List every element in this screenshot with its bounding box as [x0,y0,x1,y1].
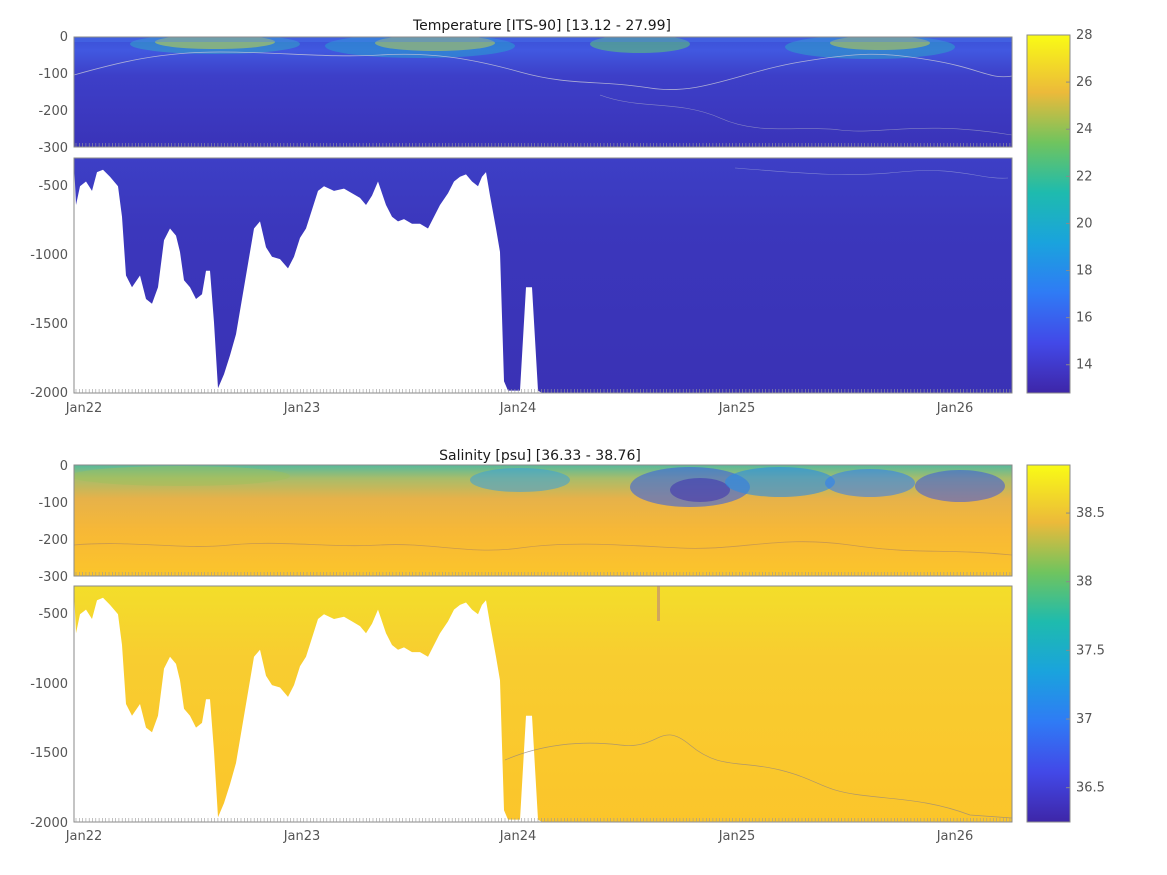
temperature-colorbar-ticks: 14 16 18 20 22 24 26 28 [1066,28,1093,373]
salinity-colorbar-frame [1026,464,1071,823]
salinity-ytick-1500: -1500 [30,746,68,761]
salinity-colorbar [1027,465,1070,822]
temperature-xtick-jan26: Jan26 [936,401,974,416]
salinity-ytick-300: -300 [38,570,68,585]
temperature-colorbar-tick-label: 16 [1076,311,1093,326]
salinity-xtick-jan26: Jan26 [936,829,974,844]
temperature-ytick-1500: -1500 [30,317,68,332]
salinity-upper-axes [73,464,1013,577]
temperature-colorbar-frame [1026,34,1071,394]
temperature-colorbar-tick-label: 14 [1076,358,1093,373]
salinity-colorbar-tick-label: 36.5 [1076,781,1105,796]
salinity-xtick-jan24: Jan24 [499,829,537,844]
temperature-upper-axes [73,36,1013,148]
salinity-colorbar-tick-label: 37.5 [1076,643,1105,658]
temperature-xtick-jan22: Jan22 [65,401,103,416]
temperature-ytick-100: -100 [38,67,68,82]
temperature-ytick-500: -500 [38,179,68,194]
salinity-xtick-jan25: Jan25 [718,829,756,844]
temperature-colorbar-tick-label: 26 [1076,75,1093,90]
salinity-ytick-200: -200 [38,533,68,548]
salinity-colorbar-tick-label: 38 [1076,575,1093,590]
salinity-lower-field [74,586,1012,822]
salinity-lower-yticks: -500 -1000 -1500 -2000 [30,607,68,831]
temperature-colorbar-tick-label: 18 [1076,264,1093,279]
salinity-minor-ticks [75,572,1011,822]
temperature-ytick-2000: -2000 [30,386,68,401]
salinity-xticks: Jan22 Jan23 Jan24 Jan25 Jan26 [65,829,974,844]
temperature-upper-field [74,37,1012,147]
temperature-lower-field [74,158,1012,393]
salinity-upper-field [74,465,1012,576]
temperature-minor-ticks [75,143,1011,393]
temperature-xtick-jan25: Jan25 [718,401,756,416]
salinity-colorbar-ticks: 36.5 37 37.5 38 38.5 [1066,506,1105,796]
temperature-xticks: Jan22 Jan23 Jan24 Jan25 Jan26 [65,401,974,416]
temperature-ytick-300: -300 [38,141,68,156]
salinity-xtick-jan22: Jan22 [65,829,103,844]
salinity-colorbar-tick-label: 37 [1076,712,1093,727]
salinity-lower-axes [73,585,1013,823]
temperature-colorbar-tick-label: 28 [1076,28,1093,43]
salinity-ytick-2000: -2000 [30,816,68,831]
temperature-title: Temperature [ITS-90] [13.12 - 27.99] [412,18,671,34]
temperature-ytick-0: 0 [60,30,68,45]
temperature-upper-yticks: 0 -100 -200 -300 [38,30,68,156]
temperature-colorbar-tick-label: 20 [1076,216,1093,231]
salinity-xtick-jan23: Jan23 [283,829,321,844]
temperature-colorbar-tick-label: 24 [1076,122,1093,137]
salinity-title: Salinity [psu] [36.33 - 38.76] [439,448,641,464]
temperature-ytick-200: -200 [38,104,68,119]
temperature-lower-yticks: -500 -1000 -1500 -2000 [30,179,68,401]
salinity-ytick-500: -500 [38,607,68,622]
temperature-xtick-jan23: Jan23 [283,401,321,416]
temperature-xtick-jan24: Jan24 [499,401,537,416]
salinity-ytick-0: 0 [60,459,68,474]
temperature-colorbar-tick-label: 22 [1076,169,1093,184]
salinity-ytick-100: -100 [38,496,68,511]
salinity-ytick-1000: -1000 [30,677,68,692]
temperature-lower-axes [73,157,1013,394]
temperature-ytick-1000: -1000 [30,248,68,263]
salinity-upper-yticks: 0 -100 -200 -300 [38,459,68,585]
salinity-colorbar-tick-label: 38.5 [1076,506,1105,521]
temperature-colorbar [1027,35,1070,393]
